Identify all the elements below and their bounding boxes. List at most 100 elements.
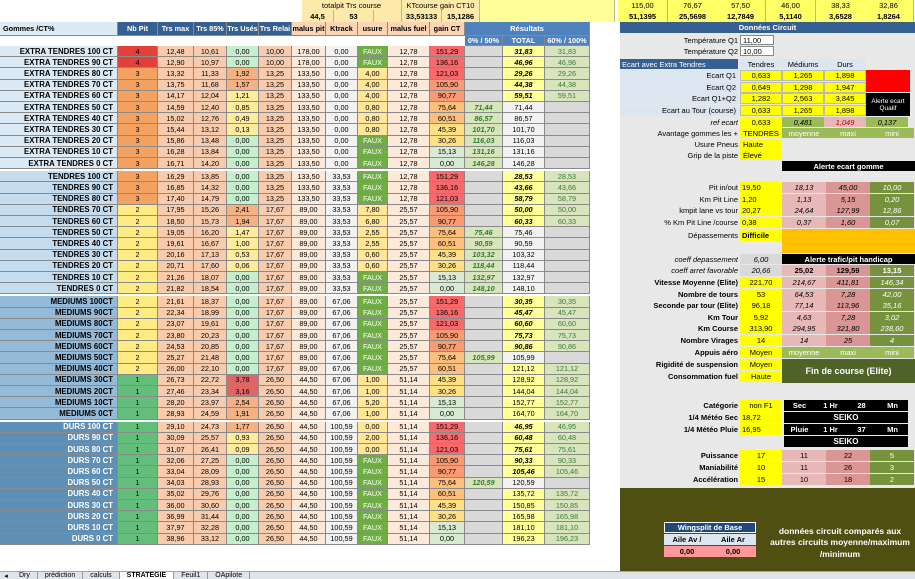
table-cell: 67,06 bbox=[326, 408, 358, 420]
table-row: DURS 0 CT 1 38,96 33,12 0,00 26,50 44,50 100,59… bbox=[0, 533, 620, 545]
table-cell: 15,13 bbox=[430, 146, 465, 158]
stat-cell: 77,14 bbox=[782, 300, 826, 311]
result-cell: 46,96 bbox=[503, 57, 545, 69]
table-cell: 1 bbox=[118, 500, 158, 512]
table-cell: 89,00 bbox=[292, 341, 326, 353]
temp-q1-input[interactable]: 11,00 bbox=[740, 35, 774, 45]
circuit-data-panel: Données Circuit Température Q1 11,00 Tempér… bbox=[620, 22, 915, 571]
temp-q2-input[interactable]: 10,00 bbox=[740, 46, 774, 56]
stat-cell: 146,34 bbox=[870, 277, 914, 288]
table-cell: 0,00 bbox=[227, 193, 259, 205]
table-cell: 45,39 bbox=[430, 374, 465, 386]
stat-header: maxi bbox=[826, 347, 870, 358]
table-cell: 5,20 bbox=[358, 397, 388, 409]
ecart-value: 1,898 bbox=[824, 104, 866, 116]
stat-cell: 113,96 bbox=[826, 300, 870, 311]
table-cell: 1 bbox=[118, 421, 158, 433]
sheet-tab[interactable]: Feuil1 bbox=[174, 571, 209, 579]
table-cell: 31,44 bbox=[194, 511, 227, 523]
row-label: EXTRA TENDRES 40 CT bbox=[0, 113, 118, 125]
table-cell: 100,59 bbox=[326, 511, 358, 523]
table-cell: FAUX bbox=[358, 171, 388, 183]
table-row: TENDRES 100 CT 3 16,29 13,85 0,00 13,25 133,50… bbox=[0, 171, 620, 183]
table-cell: 89,00 bbox=[292, 307, 326, 319]
table-cell: 1,21 bbox=[227, 90, 259, 102]
row-label: TENDRES 70 CT bbox=[0, 204, 118, 216]
table-cell: 51,14 bbox=[388, 374, 430, 386]
result-cell: 132,97 bbox=[465, 272, 503, 284]
table-cell: 26,50 bbox=[259, 455, 292, 467]
tab-scroll-icon[interactable]: ◂ bbox=[4, 572, 8, 579]
table-cell: 67,06 bbox=[326, 363, 358, 375]
table-row: TENDRES 30 CT 2 20,16 17,13 0,53 17,67 89,00 33… bbox=[0, 249, 620, 261]
result-cell: 44,38 bbox=[503, 79, 545, 91]
perf-value: 15 bbox=[740, 474, 782, 485]
table-cell: 12,78 bbox=[388, 68, 430, 80]
table-cell: 0,13 bbox=[227, 124, 259, 136]
sheet-tab[interactable]: Dry bbox=[12, 571, 38, 579]
table-cell: 15,44 bbox=[158, 124, 194, 136]
table-row: TENDRES 20 CT 2 20,71 17,60 0,06 17,67 89,00 33… bbox=[0, 260, 620, 272]
seiko: SEIKO bbox=[784, 412, 908, 423]
table-cell: 89,00 bbox=[292, 238, 326, 250]
orange-band bbox=[782, 229, 915, 253]
sheet-tab[interactable]: prédiction bbox=[38, 571, 84, 579]
table-cell: 0,00 bbox=[227, 158, 259, 170]
table-cell: 21,26 bbox=[158, 272, 194, 284]
result-cell: 146,28 bbox=[465, 158, 503, 170]
row-label: MEDIUMS 60CT bbox=[0, 341, 118, 353]
ecart-value: 0,633 bbox=[740, 104, 782, 116]
table-cell: 0,06 bbox=[227, 260, 259, 272]
table-cell: 1 bbox=[118, 444, 158, 456]
ecart-title: Ecart avec Extra Tendres bbox=[620, 59, 738, 69]
result-cell bbox=[545, 352, 590, 364]
table-cell: 19,61 bbox=[194, 318, 227, 330]
table-cell: 22,34 bbox=[158, 307, 194, 319]
table-cell: FAUX bbox=[358, 135, 388, 147]
table-row: EXTRA TENDRES 60 CT 3 14,17 12,04 1,21 13,25 1… bbox=[0, 90, 620, 102]
table-cell: 23,97 bbox=[194, 397, 227, 409]
sheet-tab[interactable]: OApilote bbox=[208, 571, 251, 579]
rigidite-label: Rigidité de suspension bbox=[655, 360, 738, 369]
table-cell: 2,54 bbox=[227, 397, 259, 409]
stat-cell: 4 bbox=[870, 334, 914, 346]
table-cell: 10,00 bbox=[259, 57, 292, 69]
table-cell: 0,00 bbox=[227, 477, 259, 489]
stat-cell: 411,81 bbox=[826, 277, 870, 288]
table-cell: 31,07 bbox=[158, 444, 194, 456]
sheet-tab[interactable]: STRATEGIE bbox=[119, 571, 175, 579]
ratio-value: 76,67 bbox=[668, 0, 718, 10]
table-cell: 1 bbox=[118, 488, 158, 500]
result-cell bbox=[465, 500, 503, 512]
result-cell: 29,26 bbox=[503, 68, 545, 80]
table-cell: 17,67 bbox=[259, 249, 292, 261]
result-cell: 60,48 bbox=[503, 432, 545, 444]
results-title: Résultats bbox=[510, 24, 544, 33]
table-cell: 17,67 bbox=[259, 296, 292, 308]
result-cell: 58,79 bbox=[545, 193, 590, 205]
sheet-tab[interactable]: calculs bbox=[83, 571, 120, 579]
table-cell: 2 bbox=[118, 227, 158, 239]
pit-label: Pit in/out bbox=[708, 183, 738, 192]
stat-header: mini bbox=[870, 347, 914, 358]
table-cell: 28,93 bbox=[158, 408, 194, 420]
perf-stat: 10 bbox=[782, 474, 826, 485]
table-cell: FAUX bbox=[358, 283, 388, 295]
ref-ecart-value: 0,481 bbox=[782, 117, 824, 127]
top-value: 44,5 bbox=[302, 10, 334, 22]
table-cell: 105,90 bbox=[430, 330, 465, 342]
table-cell: 17,67 bbox=[259, 216, 292, 228]
row-label: MEDIUMS 100CT bbox=[0, 296, 118, 308]
row-label: MEDIUMS 30CT bbox=[0, 374, 118, 386]
table-cell: 51,14 bbox=[388, 500, 430, 512]
table-cell: 24,53 bbox=[158, 341, 194, 353]
table-cell: 26,50 bbox=[259, 466, 292, 478]
table-cell: 2,41 bbox=[227, 204, 259, 216]
table-cell: 90,77 bbox=[430, 90, 465, 102]
table-cell: 136,16 bbox=[430, 432, 465, 444]
row-label: EXTRA TENDRES 60 CT bbox=[0, 90, 118, 102]
result-cell: 101,70 bbox=[465, 124, 503, 136]
stat-label: Km Tour bbox=[707, 312, 738, 322]
table-row: MEDIUMS 30CT 1 26,73 22,72 3,78 26,50 44,50 67,… bbox=[0, 374, 620, 386]
result-cell: 101,70 bbox=[503, 124, 545, 136]
